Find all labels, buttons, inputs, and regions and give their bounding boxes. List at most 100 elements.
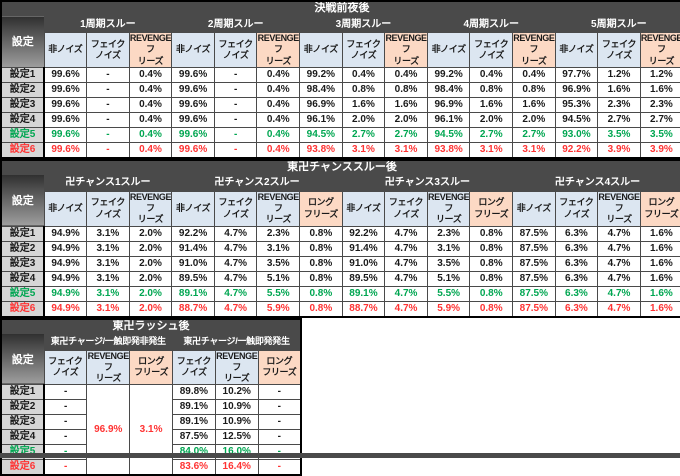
stat-cell: 5.1% bbox=[257, 271, 300, 286]
column-header: REVENGEフ リーズ bbox=[257, 191, 300, 226]
setting-column-header: 設定 bbox=[1, 174, 44, 226]
stat-cell: 2.3% bbox=[427, 226, 470, 241]
stat-cell: 98.4% bbox=[427, 82, 470, 97]
stats-table-1: 東卍チャンススルー後設定卍チャンス1スルー卍チャンス2スルー卍チャンス3スルー卍… bbox=[0, 159, 680, 318]
stat-cell: 0.4% bbox=[129, 67, 172, 82]
group-header: 2周期スルー bbox=[172, 16, 300, 33]
stat-cell: 1.6% bbox=[598, 82, 641, 97]
stat-cell: 83.6% bbox=[172, 460, 215, 476]
stat-cell: 3.1% bbox=[342, 142, 385, 158]
stat-cell: - bbox=[44, 400, 87, 415]
stat-cell: 0.8% bbox=[470, 286, 513, 301]
stat-cell: 4.7% bbox=[385, 286, 428, 301]
stat-cell: 87.5% bbox=[513, 241, 556, 256]
row-label: 設定6 bbox=[1, 460, 44, 476]
stat-cell: 0.4% bbox=[385, 67, 428, 82]
stat-cell: 1.6% bbox=[640, 271, 680, 286]
stat-cell: - bbox=[214, 112, 257, 127]
table-title: 東卍チャンススルー後 bbox=[1, 160, 680, 175]
row-label: 設定1 bbox=[1, 226, 44, 241]
stat-cell: 89.5% bbox=[172, 271, 215, 286]
stat-cell: 0.8% bbox=[470, 271, 513, 286]
stat-cell: 89.8% bbox=[172, 385, 215, 400]
stat-cell: 99.6% bbox=[172, 82, 215, 97]
column-header: フェイク ノイズ bbox=[214, 33, 257, 68]
stat-cell: 0.8% bbox=[513, 82, 556, 97]
column-header: REVENGEフ リーズ bbox=[257, 33, 300, 68]
stat-cell: 4.7% bbox=[598, 226, 641, 241]
column-header: 非ノイズ bbox=[172, 191, 215, 226]
stat-cell: - bbox=[87, 142, 130, 158]
column-header: REVENGEフ リーズ bbox=[513, 33, 556, 68]
stat-cell: 2.0% bbox=[385, 112, 428, 127]
column-header: REVENGEフ リーズ bbox=[385, 33, 428, 68]
column-header: フェイク ノイズ bbox=[214, 191, 257, 226]
stat-cell: 10.2% bbox=[215, 385, 258, 400]
stat-cell: - bbox=[214, 142, 257, 158]
group-header: 5周期スルー bbox=[555, 16, 680, 33]
stat-cell: 1.6% bbox=[640, 256, 680, 271]
stat-cell: 3.5% bbox=[640, 127, 680, 142]
stat-cell: 2.3% bbox=[598, 97, 641, 112]
row-label: 設定2 bbox=[1, 82, 44, 97]
stat-cell: 0.4% bbox=[257, 112, 300, 127]
stat-cell: 91.0% bbox=[342, 256, 385, 271]
row-label: 設定1 bbox=[1, 67, 44, 82]
column-header: REVENGEフ リーズ bbox=[598, 191, 641, 226]
stat-cell: 6.3% bbox=[555, 271, 598, 286]
stat-cell: 2.0% bbox=[342, 112, 385, 127]
stat-cell: 94.5% bbox=[427, 127, 470, 142]
stat-cell: - bbox=[44, 385, 87, 400]
row-label: 設定6 bbox=[1, 142, 44, 158]
column-header: ロング フリーズ bbox=[470, 191, 513, 226]
stat-cell: 3.1% bbox=[257, 241, 300, 256]
stat-cell: 99.6% bbox=[44, 127, 87, 142]
stat-cell: 4.7% bbox=[598, 271, 641, 286]
stat-cell: 3.1% bbox=[513, 142, 556, 158]
stat-cell: 3.1% bbox=[130, 385, 173, 476]
stat-cell: 0.4% bbox=[257, 127, 300, 142]
group-header: 1周期スルー bbox=[44, 16, 172, 33]
stat-cell: 0.8% bbox=[342, 82, 385, 97]
stat-cell: 0.8% bbox=[300, 271, 343, 286]
stat-cell: 96.9% bbox=[555, 82, 598, 97]
stat-cell: 2.7% bbox=[470, 127, 513, 142]
stat-cell: 93.0% bbox=[555, 127, 598, 142]
stat-cell: 5.5% bbox=[257, 286, 300, 301]
stat-cell: 95.3% bbox=[555, 97, 598, 112]
table-row: 設定1-96.9%3.1%89.8%10.2%- bbox=[1, 385, 301, 400]
stat-cell: - bbox=[258, 400, 301, 415]
stat-cell: 94.9% bbox=[44, 286, 87, 301]
stat-cell: 94.9% bbox=[44, 301, 87, 317]
group-header: 東卍チャージ/一触即発発生 bbox=[172, 333, 301, 350]
stat-cell: 99.6% bbox=[44, 142, 87, 158]
stat-cell: 94.9% bbox=[44, 271, 87, 286]
stat-cell: 87.5% bbox=[513, 226, 556, 241]
stat-cell: 2.7% bbox=[385, 127, 428, 142]
row-label: 設定3 bbox=[1, 415, 44, 430]
row-label: 設定4 bbox=[1, 112, 44, 127]
stat-cell: 0.8% bbox=[470, 301, 513, 317]
stat-cell: - bbox=[258, 415, 301, 430]
stat-cell: - bbox=[258, 385, 301, 400]
stat-cell: 3.1% bbox=[87, 286, 130, 301]
stat-cell: 6.3% bbox=[555, 286, 598, 301]
stat-cell: 4.7% bbox=[385, 226, 428, 241]
stat-cell: 97.7% bbox=[555, 67, 598, 82]
stat-cell: 94.5% bbox=[300, 127, 343, 142]
column-header: フェイク ノイズ bbox=[598, 33, 641, 68]
stat-cell: 99.6% bbox=[44, 97, 87, 112]
stat-cell: 3.1% bbox=[87, 226, 130, 241]
stat-cell: 3.1% bbox=[87, 256, 130, 271]
row-label: 設定4 bbox=[1, 430, 44, 445]
column-header: 非ノイズ bbox=[172, 33, 215, 68]
stat-cell: 2.0% bbox=[129, 286, 172, 301]
stat-cell: 2.0% bbox=[129, 301, 172, 317]
stat-cell: - bbox=[44, 415, 87, 430]
